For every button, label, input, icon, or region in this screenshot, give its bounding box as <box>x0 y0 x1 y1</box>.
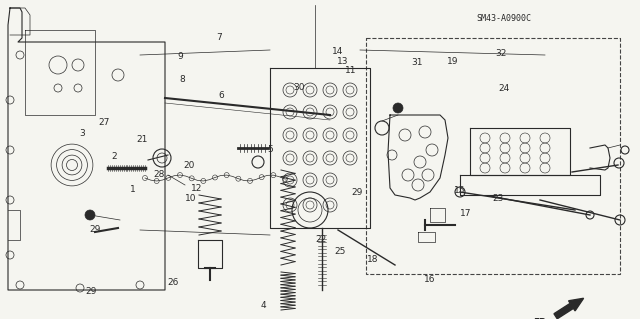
Text: 32: 32 <box>495 49 506 58</box>
Text: 18: 18 <box>367 255 378 263</box>
Text: 23: 23 <box>492 194 504 203</box>
Text: 29: 29 <box>351 188 363 197</box>
Text: 30: 30 <box>294 83 305 92</box>
Text: 26: 26 <box>167 278 179 287</box>
Text: 9: 9 <box>178 52 183 61</box>
Text: 8: 8 <box>180 75 185 84</box>
Text: FR.: FR. <box>534 318 550 319</box>
Circle shape <box>393 103 403 113</box>
Text: 29: 29 <box>85 287 97 296</box>
Text: 13: 13 <box>337 57 348 66</box>
Text: 7: 7 <box>216 33 221 42</box>
Text: 31: 31 <box>412 58 423 67</box>
Text: 29: 29 <box>89 225 100 234</box>
Circle shape <box>85 210 95 220</box>
Text: 25: 25 <box>335 247 346 256</box>
Text: 27: 27 <box>98 118 109 127</box>
FancyArrow shape <box>554 298 584 319</box>
Text: 19: 19 <box>447 57 459 66</box>
Text: 24: 24 <box>499 84 510 93</box>
Text: 21: 21 <box>136 135 148 144</box>
Text: 10: 10 <box>185 194 196 203</box>
Text: 4: 4 <box>261 301 266 310</box>
Text: 5: 5 <box>268 145 273 154</box>
Text: 16: 16 <box>424 275 436 284</box>
Text: 22: 22 <box>316 235 327 244</box>
Text: 1: 1 <box>131 185 136 194</box>
Text: 17: 17 <box>460 209 472 218</box>
Text: 20: 20 <box>183 161 195 170</box>
Text: 2: 2 <box>111 152 116 161</box>
Text: 6: 6 <box>218 91 223 100</box>
Text: 28: 28 <box>153 170 164 179</box>
Text: 12: 12 <box>191 184 203 193</box>
Bar <box>366 38 620 274</box>
Text: SM43-A0900C: SM43-A0900C <box>477 14 532 23</box>
Text: 3: 3 <box>79 130 84 138</box>
Text: 14: 14 <box>332 47 344 56</box>
Text: 11: 11 <box>345 66 356 75</box>
Text: 15: 15 <box>454 186 465 195</box>
